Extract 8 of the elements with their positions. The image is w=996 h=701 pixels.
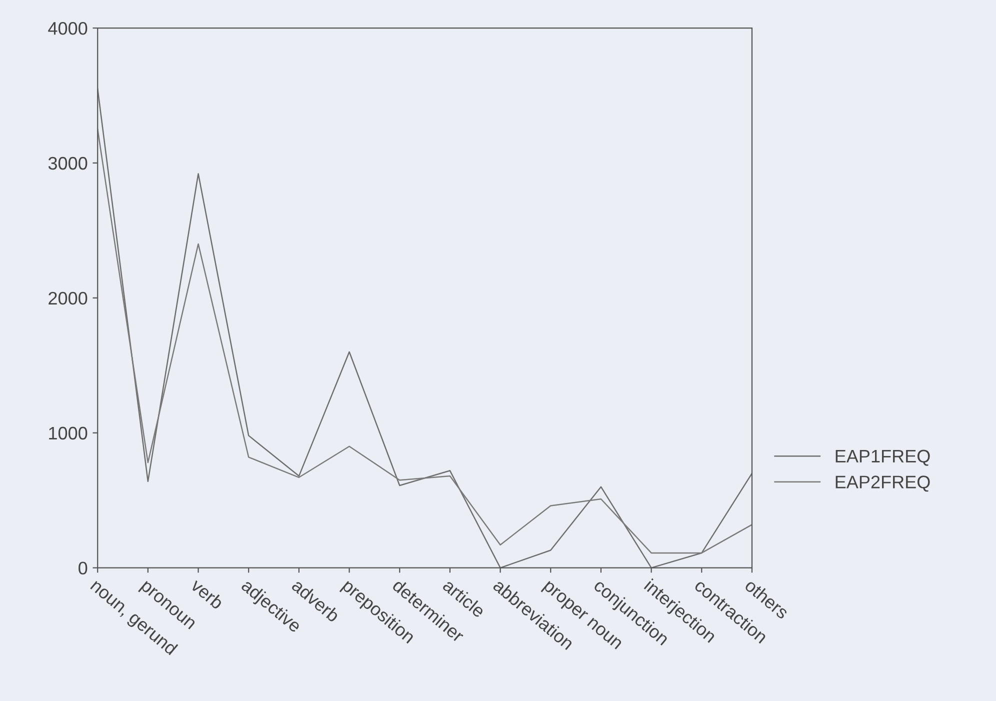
y-tick-label: 4000 bbox=[48, 22, 88, 35]
legend-label: EAP2FREQ bbox=[836, 476, 930, 492]
y-tick-label: 0 bbox=[78, 562, 88, 575]
y-tick-label: 1000 bbox=[49, 426, 88, 440]
y-tick-label: 3000 bbox=[48, 156, 88, 170]
y-tick-label: 2000 bbox=[48, 292, 88, 305]
legend-label: EAP1FREQ bbox=[836, 450, 930, 466]
x-tick-label: verb bbox=[190, 578, 225, 610]
